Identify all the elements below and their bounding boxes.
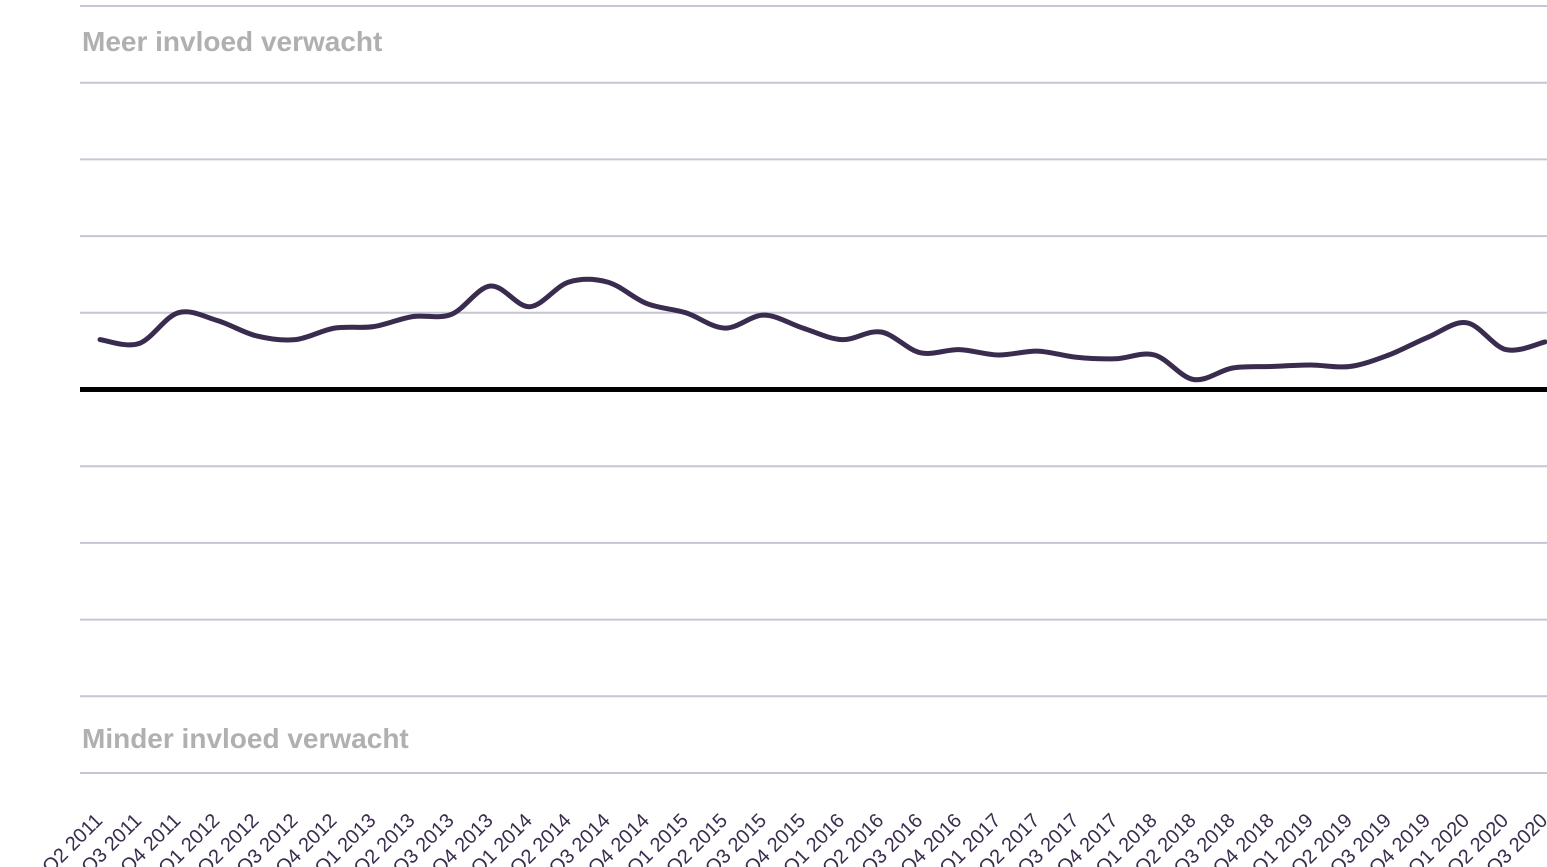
series-line xyxy=(100,279,1545,380)
bottom-band-label: Minder invloed verwacht xyxy=(82,723,409,755)
top-band-label: Meer invloed verwacht xyxy=(82,26,382,58)
